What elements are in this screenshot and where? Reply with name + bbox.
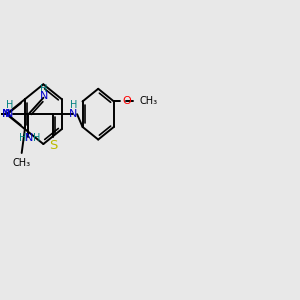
Text: H: H <box>19 133 26 143</box>
Text: O: O <box>123 97 132 106</box>
Text: H: H <box>6 100 13 110</box>
Text: S: S <box>49 139 57 152</box>
Text: N: N <box>25 133 34 143</box>
Text: CH₃: CH₃ <box>13 158 31 168</box>
Text: H: H <box>33 133 40 143</box>
Text: CH₃: CH₃ <box>140 97 158 106</box>
Text: H: H <box>40 84 47 94</box>
Text: N: N <box>69 109 77 119</box>
Text: N: N <box>40 91 49 101</box>
Text: N: N <box>5 109 14 119</box>
Text: N: N <box>2 109 10 119</box>
Text: H: H <box>70 100 77 110</box>
Text: N: N <box>2 109 10 119</box>
